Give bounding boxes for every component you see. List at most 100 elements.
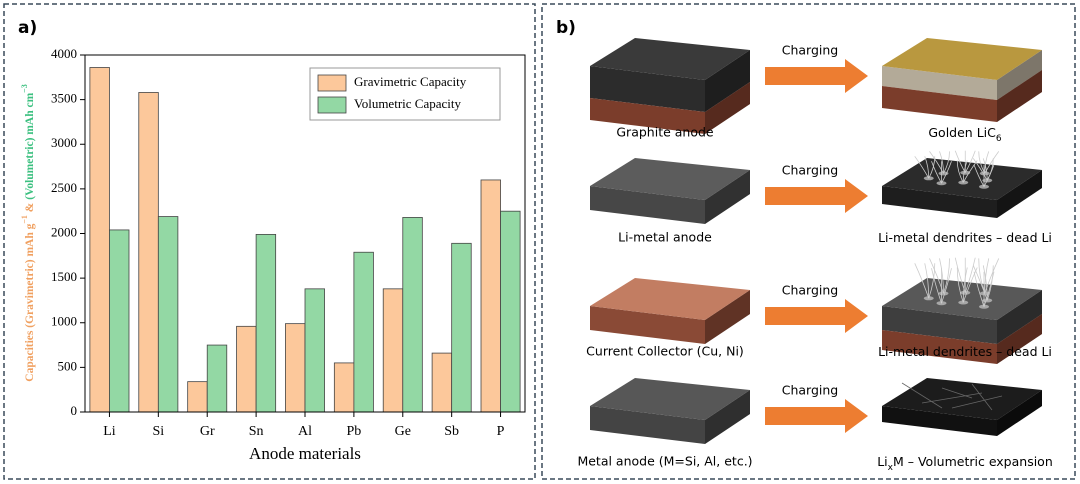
panel-label: a) [18, 18, 37, 38]
slab [590, 378, 750, 444]
to-label: Li-metal dendrites – dead Li [878, 230, 1052, 245]
bar [500, 210, 521, 413]
slab-side [997, 70, 1042, 122]
bar [89, 67, 110, 413]
dendrite [929, 151, 944, 174]
y-label-part: (Volumetric) mAh cm [24, 92, 36, 199]
dendrite [983, 271, 995, 307]
slab-front [590, 306, 705, 344]
x-tick-label: Ge [395, 424, 411, 439]
bar [304, 288, 325, 413]
dendrite [962, 267, 968, 303]
arrow [765, 179, 868, 213]
bar [255, 233, 277, 413]
slab-side [705, 82, 750, 134]
slab-front [882, 66, 997, 100]
crack [951, 395, 1003, 409]
panel-label: b) [556, 18, 576, 38]
slab-top [882, 158, 1042, 200]
arrow-label: Charging [782, 43, 839, 58]
bar [353, 251, 374, 413]
dendrite [984, 151, 990, 174]
x-tick-label: Si [152, 424, 164, 439]
dendrite [924, 263, 930, 299]
dendrite [984, 258, 1000, 294]
dendrite [964, 257, 976, 293]
y-tick-label: 1500 [51, 269, 77, 284]
y-tick-label: 4000 [51, 46, 77, 61]
slab-top [882, 378, 1042, 420]
bar [109, 229, 130, 413]
slab-shade [705, 390, 750, 444]
x-axis-label: Anode materials [249, 444, 361, 463]
dendrite [939, 258, 944, 294]
dendrite [928, 156, 936, 179]
arrow-label: Charging [782, 383, 839, 398]
slab-top [882, 38, 1042, 80]
slab-front [882, 86, 997, 122]
to-label: Golden LiC6 [928, 125, 1002, 144]
slab [590, 158, 750, 224]
dendrite [929, 258, 944, 294]
y-tick-label: 2500 [51, 180, 77, 195]
slab [590, 38, 750, 134]
bar [382, 288, 404, 413]
dendrite [943, 151, 950, 174]
slab-shade [997, 70, 1042, 122]
y-label-part: −1 [20, 215, 29, 224]
dendrite [931, 268, 942, 304]
bar [333, 362, 355, 413]
slab-top [590, 158, 750, 200]
y-tick-label: 500 [58, 358, 78, 373]
slab-side [997, 50, 1042, 100]
slab-shade [997, 290, 1042, 344]
slab-front [882, 406, 997, 436]
from-label: Metal anode (M=Si, Al, etc.) [577, 454, 752, 469]
plot-frame [84, 54, 526, 413]
slab [882, 38, 1042, 122]
slab-front [590, 186, 705, 224]
dendrite [941, 268, 952, 304]
dendrite [972, 265, 988, 301]
slab-side [705, 390, 750, 444]
slab-shade [705, 170, 750, 224]
slab-shade [997, 314, 1042, 364]
dendrite [962, 160, 968, 183]
dendrite [956, 267, 964, 303]
dendrite [986, 265, 994, 301]
legend-swatch [317, 74, 347, 92]
slab-front [882, 330, 997, 364]
panel-a-border [3, 3, 536, 480]
to-label-part: 6 [996, 134, 1002, 144]
to-label-part: x [888, 463, 894, 473]
bar [236, 325, 257, 413]
slab-top [590, 38, 750, 80]
slab-shade [705, 290, 750, 344]
slab-shade [997, 390, 1042, 436]
bar [285, 323, 306, 413]
dendrite [941, 161, 952, 184]
to-label-part: Li [877, 454, 887, 469]
arrow-label: Charging [782, 163, 839, 178]
x-tick-label: Sn [249, 424, 264, 439]
dendrite [972, 158, 988, 181]
dendrite [914, 156, 930, 179]
dendrite [954, 257, 966, 293]
to-label: Li-metal dendrites – dead Li [878, 344, 1052, 359]
x-tick-label: Sb [444, 424, 459, 439]
legend-swatch [317, 96, 347, 114]
slab-side [997, 314, 1042, 364]
slab [882, 378, 1042, 436]
from-label: Current Collector (Cu, Ni) [586, 344, 744, 359]
arrow [765, 399, 868, 433]
arrow-label: Charging [782, 283, 839, 298]
slab-side [705, 50, 750, 112]
slab-front [882, 186, 997, 218]
x-tick-label: Pb [346, 424, 361, 439]
crack [971, 383, 993, 411]
to-label: LixM – Volumetric expansion [877, 454, 1053, 473]
bar [157, 216, 179, 413]
slab [882, 257, 1042, 364]
dendrite [943, 258, 950, 294]
